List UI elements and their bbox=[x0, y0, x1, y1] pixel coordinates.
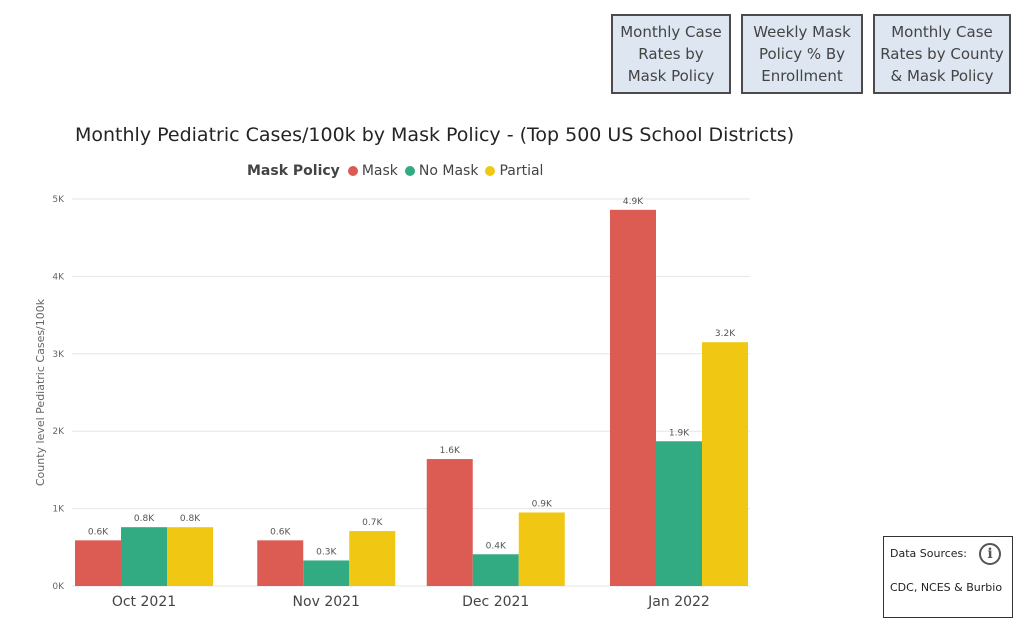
nav-button-monthly-case-rates-by-county[interactable]: Monthly Case Rates by County & Mask Poli… bbox=[873, 14, 1011, 94]
data-label: 0.6K bbox=[270, 527, 291, 537]
legend-dot-mask bbox=[347, 166, 358, 176]
y-axis-label: County level Pediatric Cases/100k bbox=[34, 298, 47, 486]
legend-dot-no-mask bbox=[404, 166, 415, 176]
legend-title: Mask Policy bbox=[247, 163, 340, 179]
legend-item-no-mask[interactable]: No Mask bbox=[404, 163, 479, 179]
legend-label-no-mask: No Mask bbox=[418, 163, 479, 179]
info-icon[interactable]: i bbox=[979, 543, 1001, 565]
bar-partial-jan-2022 bbox=[702, 342, 748, 586]
y-tick-label: 0K bbox=[52, 582, 65, 592]
legend-item-partial[interactable]: Partial bbox=[485, 163, 543, 179]
legend-dot-partial bbox=[485, 166, 496, 176]
bar-no-mask-oct-2021 bbox=[121, 527, 167, 586]
legend-item-mask[interactable]: Mask bbox=[347, 163, 398, 179]
nav-button-weekly-mask-policy-by-enrollment[interactable]: Weekly Mask Policy % By Enrollment bbox=[741, 14, 863, 94]
y-tick-label: 4K bbox=[52, 272, 65, 282]
bar-mask-jan-2022 bbox=[610, 209, 656, 586]
bar-no-mask-nov-2021 bbox=[303, 560, 350, 586]
y-tick-label: 5K bbox=[52, 195, 65, 205]
data-label: 3.2K bbox=[715, 329, 736, 339]
y-tick-label: 1K bbox=[52, 505, 65, 515]
data-label: 4.9K bbox=[623, 197, 644, 207]
data-label: 0.8K bbox=[134, 514, 155, 524]
bar-mask-oct-2021 bbox=[75, 540, 121, 586]
data-label: 0.6K bbox=[88, 527, 109, 537]
nav-button-monthly-case-rates-by-mask-policy[interactable]: Monthly Case Rates by Mask Policy bbox=[611, 14, 731, 94]
bar-partial-nov-2021 bbox=[349, 531, 396, 586]
data-label: 0.8K bbox=[180, 514, 201, 524]
data-label: 0.3K bbox=[316, 547, 337, 557]
data-label: 1.9K bbox=[669, 428, 690, 438]
bar-mask-nov-2021 bbox=[257, 540, 304, 586]
bar-partial-oct-2021 bbox=[167, 527, 213, 586]
bar-partial-dec-2021 bbox=[518, 512, 565, 586]
y-tick-label: 3K bbox=[52, 350, 65, 360]
x-tick-label: Oct 2021 bbox=[112, 594, 176, 610]
data-label: 0.9K bbox=[532, 499, 553, 509]
legend-label-partial: Partial bbox=[499, 163, 544, 179]
x-tick-label: Jan 2022 bbox=[647, 594, 710, 610]
chart-title: Monthly Pediatric Cases/100k by Mask Pol… bbox=[75, 124, 795, 146]
bar-mask-dec-2021 bbox=[426, 459, 473, 586]
legend-label-mask: Mask bbox=[361, 163, 398, 179]
x-tick-label: Nov 2021 bbox=[293, 594, 360, 610]
data-label: 1.6K bbox=[440, 446, 461, 456]
chart-legend: Mask Policy Mask No Mask Partial bbox=[247, 163, 550, 179]
bar-no-mask-jan-2022 bbox=[656, 441, 702, 586]
data-label: 0.7K bbox=[362, 518, 383, 528]
data-sources-label: Data Sources: bbox=[890, 547, 967, 560]
data-label: 0.4K bbox=[486, 541, 507, 551]
y-tick-label: 2K bbox=[52, 427, 65, 437]
x-tick-label: Dec 2021 bbox=[462, 594, 529, 610]
bar-no-mask-dec-2021 bbox=[472, 554, 519, 586]
data-sources-box: Data Sources: i CDC, NCES & Burbio bbox=[883, 536, 1013, 618]
data-sources-text: CDC, NCES & Burbio bbox=[890, 581, 1003, 594]
